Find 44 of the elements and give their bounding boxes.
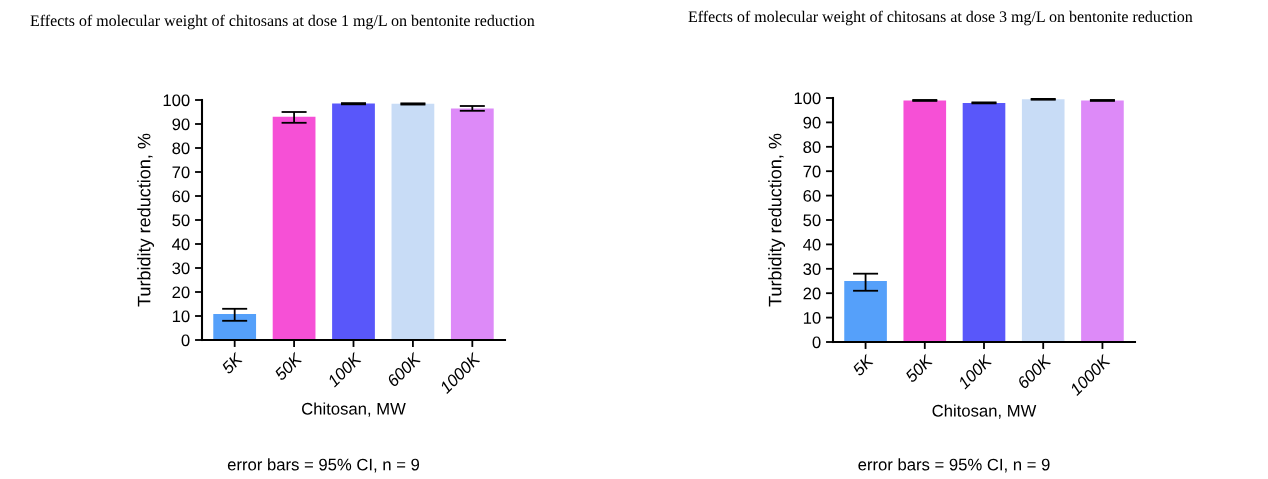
y-tick-label: 10 (172, 310, 190, 323)
bar (903, 100, 947, 342)
y-tick-label: 30 (803, 263, 821, 275)
bar (1081, 100, 1124, 342)
bar (844, 281, 887, 342)
y-tick-label: 20 (172, 286, 190, 299)
y-tick-label: 0 (181, 334, 190, 347)
x-tick-label: 5K (220, 351, 244, 375)
x-tick-label: 50K (904, 353, 934, 384)
y-tick-label: 70 (803, 165, 821, 178)
chart-title: Effects of molecular weight of chitosans at dose 3 mg/L on bentonite reduction (688, 10, 1193, 26)
x-tick-label: 50K (273, 351, 304, 382)
y-tick-label: 60 (172, 190, 190, 203)
y-tick-label: 90 (803, 116, 821, 129)
y-tick-label: 80 (172, 142, 190, 155)
bar (450, 108, 494, 340)
y-tick-label: 30 (172, 262, 190, 275)
text: error bars = 95% CI, n = 9 (227, 458, 420, 473)
bar (962, 102, 1006, 342)
bar (272, 116, 316, 340)
y-tick-label: 40 (172, 238, 190, 251)
y-tick-label: 50 (172, 214, 190, 227)
chart-title: Effects of molecular weight of chitosans at dose 1 mg/L on bentonite reduction (30, 14, 535, 30)
y-tick-label: 100 (163, 94, 190, 107)
y-axis-title: Turbidity reduction, % (768, 133, 786, 307)
y-tick-label: 0 (812, 336, 821, 349)
y-tick-label: 40 (803, 238, 821, 251)
y-axis-title: Turbidity reduction, % (137, 133, 155, 307)
y-tick-label: 90 (172, 118, 190, 131)
bar (213, 314, 257, 340)
x-axis-title: Chitosan, MW (932, 404, 1037, 419)
text: error bars = 95% CI, n = 9 (858, 458, 1050, 473)
bar (332, 103, 375, 340)
y-tick-label: 60 (803, 190, 821, 202)
y-tick-label: 70 (172, 166, 190, 179)
y-tick-label: 80 (803, 141, 821, 153)
y-tick-label: 50 (803, 214, 821, 227)
bar (1021, 99, 1065, 342)
y-tick-label: 100 (794, 92, 821, 105)
x-tick-label: 5K (851, 353, 875, 377)
y-tick-label: 20 (803, 287, 821, 300)
y-tick-label: 10 (803, 312, 821, 324)
bar (391, 103, 435, 340)
x-axis-title: Chitosan, MW (302, 402, 406, 417)
